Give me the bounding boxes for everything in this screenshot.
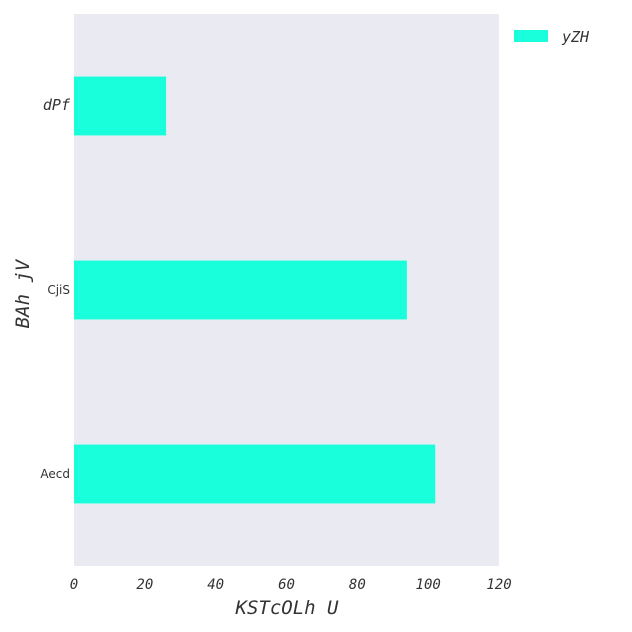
- y-tick-labels: dPf CjiS Aecd: [40, 96, 71, 481]
- bar-dpf: [74, 76, 167, 136]
- x-tick-label: 100: [416, 577, 441, 593]
- legend-swatch: [514, 30, 548, 42]
- y-tick-label: Aecd: [40, 467, 70, 481]
- legend: yZH: [514, 28, 590, 46]
- x-tick-label: 40: [207, 577, 224, 593]
- x-axis-label: KSTcOLh U: [235, 597, 340, 619]
- y-tick-label: dPf: [43, 96, 71, 114]
- x-tick-label: 20: [136, 577, 153, 593]
- y-axis-label: BAh jV: [12, 258, 34, 328]
- bar-aecd: [74, 444, 436, 504]
- x-tick-label: 0: [70, 577, 78, 593]
- bars-group: [74, 76, 436, 504]
- bar-cjis: [74, 260, 407, 320]
- x-tick-labels: 0 20 40 60 80 100 120: [70, 577, 512, 593]
- y-tick-label: CjiS: [47, 283, 70, 297]
- x-tick-label: 60: [278, 577, 295, 593]
- x-tick-label: 120: [486, 577, 511, 593]
- legend-label: yZH: [561, 28, 590, 46]
- x-tick-label: 80: [349, 577, 366, 593]
